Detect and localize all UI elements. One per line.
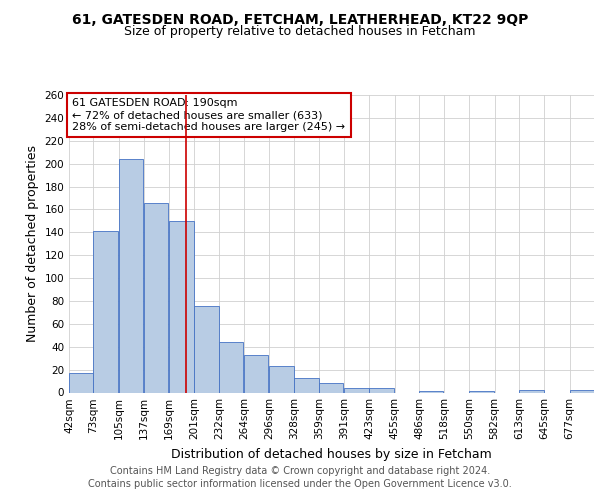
Bar <box>319 384 343 392</box>
Bar <box>269 366 293 392</box>
Text: 61, GATESDEN ROAD, FETCHAM, LEATHERHEAD, KT22 9QP: 61, GATESDEN ROAD, FETCHAM, LEATHERHEAD,… <box>72 12 528 26</box>
Bar <box>219 342 243 392</box>
Text: Size of property relative to detached houses in Fetcham: Size of property relative to detached ho… <box>124 25 476 38</box>
Text: Contains HM Land Registry data © Crown copyright and database right 2024.: Contains HM Land Registry data © Crown c… <box>110 466 490 476</box>
Bar <box>169 221 194 392</box>
Bar <box>370 388 394 392</box>
Bar <box>569 390 594 392</box>
Y-axis label: Number of detached properties: Number of detached properties <box>26 145 39 342</box>
Bar <box>94 231 118 392</box>
Text: Contains public sector information licensed under the Open Government Licence v3: Contains public sector information licen… <box>88 479 512 489</box>
Bar <box>244 354 268 393</box>
Bar <box>344 388 368 392</box>
Bar <box>69 373 94 392</box>
Bar <box>519 390 544 392</box>
Bar <box>119 159 143 392</box>
Bar <box>144 202 169 392</box>
Bar <box>194 306 219 392</box>
Bar <box>295 378 319 392</box>
X-axis label: Distribution of detached houses by size in Fetcham: Distribution of detached houses by size … <box>171 448 492 461</box>
Text: 61 GATESDEN ROAD: 190sqm
← 72% of detached houses are smaller (633)
28% of semi-: 61 GATESDEN ROAD: 190sqm ← 72% of detach… <box>72 98 345 132</box>
